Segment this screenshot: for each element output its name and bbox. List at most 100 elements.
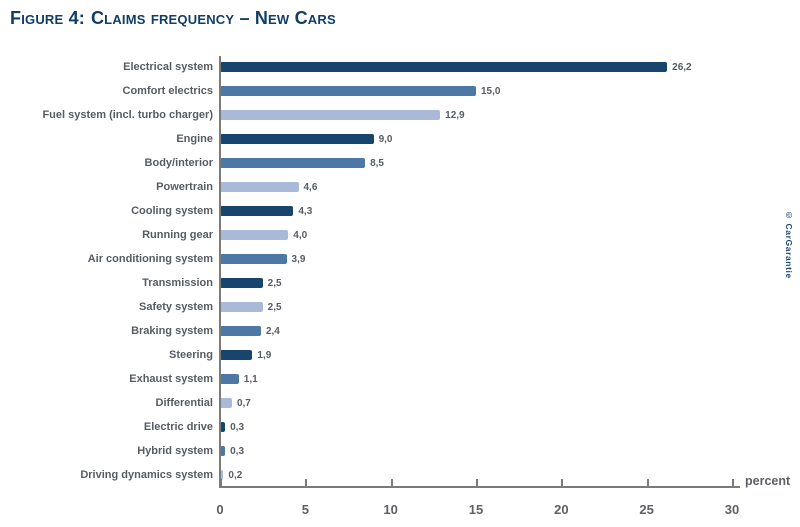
bar-value: 4,3: [298, 205, 313, 217]
x-axis-tick: [476, 479, 478, 486]
bar: [220, 398, 232, 408]
bar-row: Air conditioning system 3,9: [0, 247, 760, 271]
bar-label: Driving dynamics system: [80, 469, 213, 481]
bar-value: 1,1: [243, 373, 258, 385]
bar-label: Electrical system: [123, 61, 213, 73]
bar-row: Running gear 4,0: [0, 223, 760, 247]
x-axis-line: [219, 479, 740, 488]
bar-value: 0,7: [236, 397, 251, 409]
bar-track: 0,3: [220, 415, 732, 439]
bar-label: Body/interior: [144, 157, 213, 169]
bar: [220, 134, 374, 144]
x-axis-tick-label: 10: [383, 502, 398, 517]
bar: [220, 302, 263, 312]
x-axis-tick-label: 25: [639, 502, 654, 517]
bar-value: 12,9: [445, 109, 465, 121]
bar-row: Hybrid system 0,3: [0, 439, 760, 463]
bar-row: Braking system 2,4: [0, 319, 760, 343]
bar-row: Comfort electrics 15,0: [0, 79, 760, 103]
bar-value: 2,5: [267, 277, 282, 289]
x-axis-tick-label: 0: [216, 502, 224, 517]
bar-value: 2,5: [267, 301, 282, 313]
bar-row: Transmission 2,5: [0, 271, 760, 295]
bar-row: Cooling system 4,3: [0, 199, 760, 223]
x-axis-tick: [732, 479, 734, 486]
x-axis-tick-label: 30: [724, 502, 740, 517]
bar-value: 0,3: [230, 421, 245, 433]
bar-label: Air conditioning system: [87, 253, 213, 265]
bar: [220, 254, 287, 264]
x-axis-tick: [561, 479, 564, 486]
bar-row: Safety system 2,5: [0, 295, 760, 319]
bar-value: 4,6: [303, 181, 318, 193]
bar-track: 12,9: [220, 103, 732, 127]
bar-value: 26,2: [672, 61, 692, 73]
bar-track: 3,9: [220, 247, 732, 271]
x-axis-tick-label: 15: [468, 502, 484, 517]
bar-label: Hybrid system: [137, 445, 213, 457]
bar: [220, 422, 226, 432]
bar-rows: Electrical system 26,2 Comfort electrics 15…: [0, 55, 760, 487]
bar-label: Running gear: [142, 229, 213, 241]
bar-row: Electric drive 0,3: [0, 415, 760, 439]
bar: [220, 110, 441, 120]
bar-value: 0,2: [228, 469, 243, 481]
bar-track: 0,3: [220, 439, 732, 463]
x-axis-tick: [305, 479, 308, 486]
bar-value: 15,0: [481, 85, 501, 97]
bar: [220, 446, 226, 456]
bar-track: 1,9: [220, 343, 732, 367]
bar-row: Steering 1,9: [0, 343, 760, 367]
x-axis-tick-labels: 0 5 10 15 20 25 30: [0, 502, 800, 518]
bar-row: Body/interior 8,5: [0, 151, 760, 175]
bar: [220, 470, 224, 480]
bar-track: 0,2: [220, 463, 732, 487]
copyright-note: © CarGarantie: [784, 210, 794, 279]
x-axis-tick-label: 5: [301, 502, 309, 517]
x-axis-tick: [390, 479, 393, 486]
bar-track: 2,4: [220, 319, 732, 343]
bar-row: Differential 0,7: [0, 391, 760, 415]
bar: [220, 278, 263, 288]
bar: [220, 350, 253, 360]
bar: [220, 206, 294, 216]
bar: [220, 374, 239, 384]
bar-value: 0,3: [230, 445, 245, 457]
bar-label: Differential: [155, 397, 213, 409]
bar: [220, 158, 366, 168]
x-axis-unit-label: percent: [745, 474, 791, 488]
bar-row: Powertrain 4,6: [0, 175, 760, 199]
bar-row: Electrical system 26,2: [0, 55, 760, 79]
bar: [220, 86, 476, 96]
figure-number: Figure 4:: [10, 8, 85, 28]
x-axis-tick: [220, 479, 222, 486]
bar-label: Engine: [176, 133, 213, 145]
bar-value: 8,5: [370, 157, 384, 169]
bar-track: 4,6: [220, 175, 732, 199]
bar-track: 2,5: [220, 271, 732, 295]
bar-label: Fuel system (incl. turbo charger): [42, 109, 213, 121]
bar-track: 0,7: [220, 391, 732, 415]
bar-value: 4,0: [293, 229, 308, 241]
bar-row: Fuel system (incl. turbo charger) 12,9: [0, 103, 760, 127]
bar-track: 9,0: [220, 127, 732, 151]
bar-row: Engine 9,0: [0, 127, 760, 151]
bar-label: Transmission: [142, 277, 213, 289]
bar-label: Comfort electrics: [122, 85, 213, 97]
bar: [220, 62, 668, 72]
bar-label: Powertrain: [156, 181, 213, 193]
bar-value: 2,4: [265, 325, 280, 337]
bar-label: Exhaust system: [129, 373, 213, 385]
bar-label: Safety system: [139, 301, 213, 313]
bar-label: Electric drive: [143, 421, 213, 433]
bar-track: 8,5: [220, 151, 732, 175]
bar: [220, 182, 299, 192]
bar-track: 4,0: [220, 223, 732, 247]
bar-track: 26,2: [220, 55, 732, 79]
bar: [220, 326, 261, 336]
bar: [220, 230, 289, 240]
bar-row: Exhaust system 1,1: [0, 367, 760, 391]
bar-value: 3,9: [291, 253, 306, 265]
